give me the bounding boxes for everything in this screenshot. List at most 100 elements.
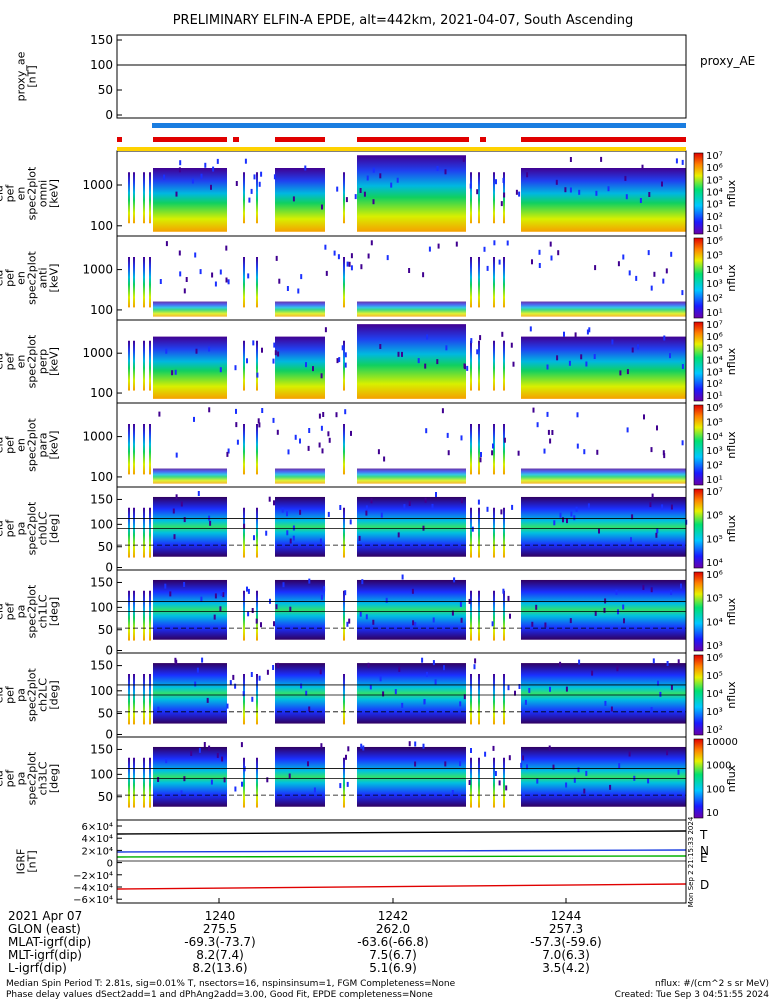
flux-pixel [300, 683, 303, 689]
flux-pixel [586, 329, 589, 335]
pitch-angle-patch [357, 746, 466, 807]
flux-pixel [172, 508, 175, 514]
flux-pixel [324, 327, 327, 333]
spectrum-strip [149, 757, 151, 808]
y-tick-label: 50 [98, 706, 113, 720]
flux-pixel [681, 364, 684, 369]
spectrum-strip [149, 257, 151, 308]
spectrum-strip [133, 257, 135, 308]
flux-pixel [321, 204, 323, 210]
spectrum-patch [357, 301, 466, 317]
flux-pixel [346, 781, 349, 787]
pitch-angle-patch [153, 746, 227, 807]
flux-pixel [257, 418, 260, 424]
flux-pixel [549, 686, 551, 692]
flux-pixel [518, 684, 521, 689]
flux-pixel [459, 601, 462, 607]
spectrum-patch [521, 168, 686, 232]
flux-pixel [242, 691, 245, 697]
spectrum-strip [493, 257, 495, 308]
flux-pixel [174, 369, 177, 375]
flux-pixel [227, 279, 230, 285]
flux-pixel [562, 517, 564, 523]
spectrum-strip [493, 590, 495, 641]
flux-pixel [585, 361, 588, 367]
flux-pixel [354, 194, 357, 200]
y-axis-label: spec2plot [26, 584, 39, 638]
flux-pixel [677, 659, 680, 665]
colorbar-tick: 10⁷ [706, 320, 723, 331]
flux-pixel [625, 194, 628, 200]
colorbar-label: nflux [725, 597, 738, 625]
flux-pixel [258, 422, 261, 428]
y-axis-label: ela [0, 687, 6, 704]
flux-pixel [434, 679, 437, 685]
spectrum-patch [357, 324, 466, 399]
spectrum-patch [153, 468, 227, 484]
spectrum-strip [133, 590, 135, 641]
pitch-angle-patch [521, 663, 686, 724]
flux-pixel [642, 584, 645, 590]
flux-pixel [414, 741, 417, 747]
flux-pixel [479, 457, 482, 463]
flux-pixel [576, 443, 579, 449]
footer-value: 3.5(4.2) [542, 961, 590, 975]
flux-pixel [308, 578, 311, 584]
flux-pixel [559, 661, 562, 667]
spectrum-strip [478, 257, 480, 308]
flux-pixel [630, 537, 632, 543]
spectrum-strip [503, 674, 505, 725]
flux-pixel [273, 621, 275, 627]
flux-pixel [157, 706, 160, 712]
flux-pixel [165, 241, 168, 247]
flux-pixel [312, 366, 314, 372]
flux-pixel [493, 240, 496, 246]
spectrum-strip [343, 590, 345, 641]
flux-pixel [459, 761, 462, 767]
spectrum-strip [143, 674, 145, 725]
flux-pixel [297, 288, 300, 294]
spectrum-strip [470, 757, 472, 808]
flux-pixel [327, 431, 330, 437]
flux-pixel [246, 358, 248, 364]
flux-pixel [258, 181, 261, 187]
y-tick-label: 0 [105, 644, 113, 658]
flux-pixel [526, 172, 529, 178]
footer-label: GLON (east) [8, 922, 81, 936]
igrf-series-line [116, 849, 687, 853]
flux-pixel [460, 498, 463, 504]
status-bar-red-segment [275, 137, 325, 142]
flux-pixel [486, 265, 489, 271]
flux-pixel [286, 511, 288, 517]
flux-pixel [628, 270, 631, 276]
flux-pixel [670, 251, 673, 257]
flux-pixel [324, 244, 327, 250]
flux-pixel [288, 773, 291, 779]
spectrum-strip [243, 340, 245, 391]
y-tick-label: 1000 [82, 346, 113, 360]
footer-value: 1242 [378, 909, 409, 923]
flux-pixel [656, 528, 659, 534]
y-axis-label: spec2plot [26, 334, 39, 388]
flux-pixel [622, 604, 625, 610]
flux-pixel [417, 358, 420, 364]
flux-pixel [491, 450, 494, 456]
spectrum-strip [149, 424, 151, 475]
flux-pixel [398, 666, 401, 672]
flux-pixel [643, 414, 645, 420]
flux-pixel [261, 408, 264, 413]
flux-pixel [552, 764, 555, 770]
flux-pixel [569, 157, 572, 162]
footnote: Median Spin Period T: 2.81s, sig=0.01% T… [6, 979, 456, 989]
flux-pixel [273, 500, 275, 506]
flux-pixel [365, 505, 368, 511]
status-bar-red-segment [153, 137, 227, 142]
flux-pixel [462, 156, 465, 162]
flux-pixel [219, 367, 222, 373]
colorbar-tick: 10⁵ [706, 344, 723, 355]
flux-pixel [424, 363, 427, 369]
spectrum-strip [503, 257, 505, 308]
colorbar-tick: 10⁴ [706, 558, 723, 569]
colorbar-tick: 10³ [706, 707, 723, 718]
